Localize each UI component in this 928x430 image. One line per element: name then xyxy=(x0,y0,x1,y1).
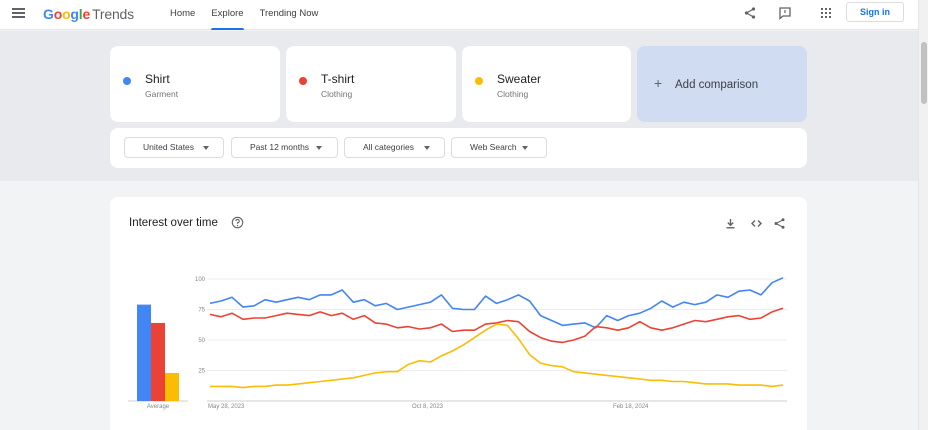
filter-bar: United States Past 12 months All categor… xyxy=(110,128,807,168)
y-tick-label: 50 xyxy=(198,338,205,344)
chevron-down-icon xyxy=(316,146,322,150)
series-line-sweater xyxy=(210,323,784,389)
term-category: Garment xyxy=(145,89,179,99)
average-bar-tshirt xyxy=(151,322,165,401)
average-label: Average xyxy=(147,404,170,410)
x-tick-label: Oct 8, 2023 xyxy=(412,404,444,410)
average-bar-shirt xyxy=(137,304,151,401)
interest-over-time-card: 25 50 75 100 May 28, 2023 Oct 8, 2023 Feb 18, … xyxy=(110,197,807,430)
interest-over-time-chart[interactable]: 25 50 75 100 May 28, 2023 Oct 8, 2023 Feb 18, … xyxy=(110,197,807,430)
chevron-down-icon xyxy=(424,146,430,150)
term-name: Shirt xyxy=(145,72,170,86)
region-dropdown[interactable]: United States xyxy=(124,137,224,158)
chevron-down-icon xyxy=(203,146,209,150)
y-tick-label: 100 xyxy=(195,277,206,283)
time-range-dropdown[interactable]: Past 12 months xyxy=(231,137,338,158)
main-nav: Home Explore Trending Now xyxy=(162,0,326,30)
plus-icon: + xyxy=(654,75,663,91)
search-type-value: Web Search xyxy=(470,142,517,152)
nav-home[interactable]: Home xyxy=(170,8,196,19)
search-term-card-tshirt[interactable]: T-shirt Clothing xyxy=(286,46,456,122)
average-bar-sweater xyxy=(165,372,179,401)
help-icon[interactable] xyxy=(231,216,244,229)
share-icon[interactable] xyxy=(773,217,786,230)
term-name: Sweater xyxy=(497,72,542,86)
add-comparison-button[interactable]: + Add comparison xyxy=(637,46,807,122)
chevron-down-icon xyxy=(522,146,528,150)
card-title: Interest over time xyxy=(129,217,218,229)
x-tick-label: Feb 18, 2024 xyxy=(613,404,649,410)
page-scrollbar[interactable] xyxy=(918,0,928,430)
series-line-shirt xyxy=(209,277,784,329)
series-line-tshirt xyxy=(209,307,784,344)
search-type-dropdown[interactable]: Web Search xyxy=(451,137,547,158)
term-category: Clothing xyxy=(321,89,353,99)
download-icon[interactable] xyxy=(724,217,737,230)
series-color-dot xyxy=(299,77,307,85)
menu-icon[interactable] xyxy=(12,8,25,18)
search-term-card-sweater[interactable]: Sweater Clothing xyxy=(462,46,631,122)
time-range-value: Past 12 months xyxy=(250,142,310,152)
brand-google: Google xyxy=(43,6,90,22)
top-app-bar: Google Trends Home Explore Trending Now S… xyxy=(0,0,918,30)
add-comparison-label: Add comparison xyxy=(675,79,759,91)
term-category: Clothing xyxy=(497,89,529,99)
embed-icon[interactable] xyxy=(750,217,763,230)
y-tick-label: 75 xyxy=(198,308,205,314)
nav-explore[interactable]: Explore xyxy=(203,0,251,30)
apps-grid-icon[interactable] xyxy=(819,6,833,20)
category-dropdown[interactable]: All categories xyxy=(344,137,445,158)
share-icon[interactable] xyxy=(743,6,757,20)
nav-trending-now[interactable]: Trending Now xyxy=(259,8,319,19)
product-name: Trends xyxy=(92,6,134,22)
sign-in-button[interactable]: Sign in xyxy=(846,2,904,22)
x-tick-label: May 28, 2023 xyxy=(208,404,245,410)
series-color-dot xyxy=(475,77,483,85)
search-term-card-shirt[interactable]: Shirt Garment xyxy=(110,46,280,122)
feedback-icon[interactable] xyxy=(778,6,792,20)
y-tick-label: 25 xyxy=(198,369,205,375)
google-trends-logo[interactable]: Google Trends xyxy=(43,6,134,22)
series-color-dot xyxy=(123,77,131,85)
category-value: All categories xyxy=(363,142,415,152)
scrollbar-thumb[interactable] xyxy=(921,42,927,104)
logo-lettering: Google xyxy=(43,6,91,22)
region-value: United States xyxy=(143,142,195,152)
term-name: T-shirt xyxy=(321,72,355,86)
